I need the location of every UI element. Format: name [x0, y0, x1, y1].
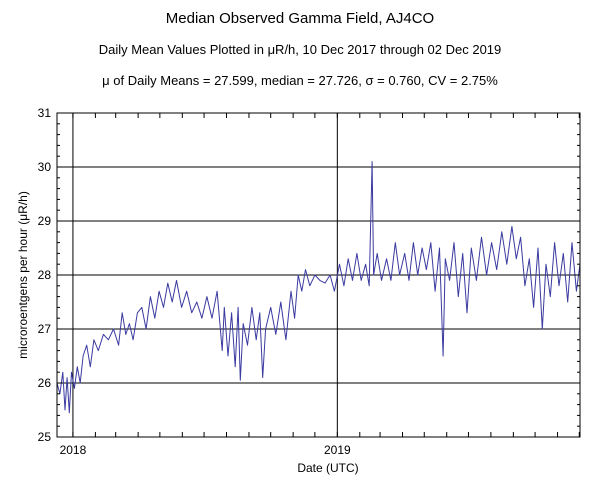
chart-tick-labels: 25 26 27 28 29 30 31 2018 2019 — [38, 106, 351, 457]
chart-grid — [57, 113, 580, 437]
chart-subtitle: Daily Mean Values Plotted in μR/h, 10 De… — [98, 42, 502, 57]
y-tick-label: 31 — [38, 106, 52, 120]
y-tick-label: 30 — [38, 160, 52, 174]
x-tick-label: 2018 — [60, 443, 87, 457]
x-tick-label: 2019 — [324, 443, 351, 457]
y-tick-label: 25 — [38, 430, 52, 444]
x-axis-label: Date (UTC) — [297, 461, 358, 475]
series-line — [56, 161, 581, 414]
chart-series — [56, 161, 581, 414]
y-tick-label: 27 — [38, 322, 52, 336]
chart-ticks — [57, 112, 580, 438]
y-tick-label: 26 — [38, 376, 52, 390]
y-axis-label: microroentgens per hour (μR/h) — [16, 191, 30, 359]
chart-title: Median Observed Gamma Field, AJ4CO — [165, 10, 435, 27]
y-tick-label: 28 — [38, 268, 52, 282]
y-tick-label: 29 — [38, 214, 52, 228]
chart-stats: μ of Daily Means = 27.599, median = 27.7… — [102, 73, 498, 88]
